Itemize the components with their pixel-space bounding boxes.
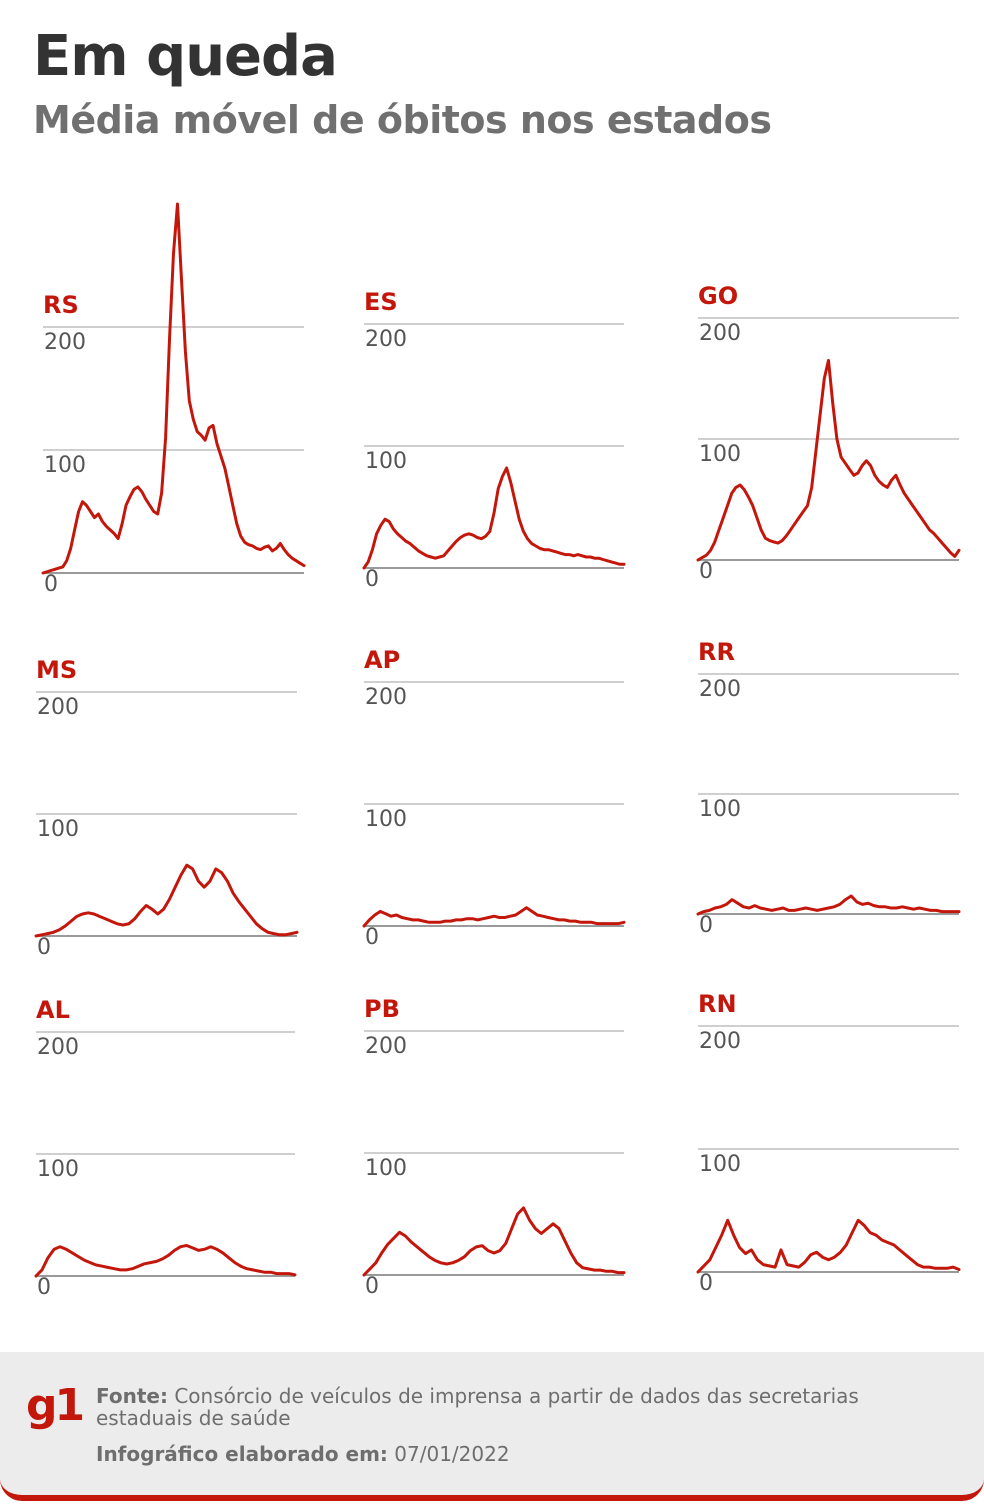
y-tick-label: 100: [365, 1156, 407, 1181]
chart-svg: PB 0 100 200: [362, 995, 626, 1299]
y-tick-label: 0: [37, 935, 51, 960]
date-label: Infográfico elaborado em:: [96, 1442, 388, 1466]
chart-svg: GO 0 100 200: [696, 282, 961, 584]
state-chart-al: AL 0 100 200: [32, 952, 299, 1310]
chart-svg: AL 0 100 200: [34, 996, 297, 1300]
y-tick-label: 200: [365, 1034, 407, 1059]
series-line: [696, 1218, 961, 1274]
state-label: RR: [698, 638, 735, 666]
y-tick-label: 100: [699, 442, 741, 467]
source-text: Consórcio de veículos de imprensa a part…: [96, 1384, 859, 1430]
chart-svg: RR 0 100 200: [696, 638, 961, 938]
state-chart-ms: MS 0 100 200: [32, 612, 301, 970]
y-tick-label: 100: [365, 807, 407, 832]
y-tick-label: 0: [365, 567, 379, 592]
series-line: [362, 1206, 626, 1277]
y-tick-label: 0: [699, 913, 713, 938]
y-tick-label: 100: [37, 1157, 79, 1182]
series-line: [34, 863, 299, 938]
series-line: [41, 202, 306, 575]
state-chart-rr: RR 0 100 200: [694, 594, 963, 948]
state-chart-es: ES 0 100 200: [360, 244, 628, 602]
source-label: Fonte:: [96, 1384, 168, 1408]
chart-svg: MS 0 100 200: [34, 656, 299, 960]
y-tick-label: 100: [37, 817, 79, 842]
series-line: [696, 358, 961, 562]
state-chart-pb: PB 0 100 200: [360, 951, 628, 1309]
state-label: PB: [364, 995, 400, 1023]
y-tick-label: 0: [365, 1274, 379, 1299]
footer-date: Infográfico elaborado em: 07/01/2022: [96, 1443, 956, 1465]
state-chart-rn: RN 0 100 200: [694, 946, 963, 1306]
footer-credits: Fonte: Consórcio de veículos de imprensa…: [96, 1385, 956, 1465]
y-tick-label: 100: [365, 449, 407, 474]
y-tick-label: 200: [365, 327, 407, 352]
chart-svg: RN 0 100 200: [696, 990, 961, 1296]
y-tick-label: 200: [699, 677, 741, 702]
chart-svg: AP 0 100 200: [362, 646, 626, 950]
y-tick-label: 200: [37, 1035, 79, 1060]
y-tick-label: 200: [365, 685, 407, 710]
y-tick-label: 200: [37, 695, 79, 720]
y-tick-label: 200: [699, 321, 741, 346]
state-chart-go: GO 0 100 200: [694, 238, 963, 594]
state-label: GO: [698, 282, 738, 310]
state-chart-ap: AP 0 100 200: [360, 602, 628, 960]
y-tick-label: 0: [365, 925, 379, 950]
series-line: [362, 906, 626, 928]
state-label: AP: [364, 646, 400, 674]
y-tick-label: 0: [44, 572, 58, 597]
footer: g1 Fonte: Consórcio de veículos de impre…: [0, 1352, 984, 1501]
footer-source: Fonte: Consórcio de veículos de imprensa…: [96, 1385, 956, 1429]
series-line: [34, 1244, 297, 1278]
y-tick-label: 0: [699, 1271, 713, 1296]
y-tick-label: 0: [37, 1275, 51, 1300]
series-line: [362, 466, 626, 570]
y-tick-label: 100: [699, 797, 741, 822]
y-tick-label: 0: [699, 559, 713, 584]
date-value: 07/01/2022: [394, 1442, 510, 1466]
y-tick-label: 200: [44, 330, 86, 355]
state-label: MS: [36, 656, 77, 684]
g1-logo: g1: [26, 1380, 85, 1431]
page-subtitle: Média móvel de óbitos nos estados: [33, 98, 772, 142]
state-label: RS: [43, 291, 79, 319]
state-label: AL: [36, 996, 70, 1024]
chart-svg: ES 0 100 200: [362, 288, 626, 592]
y-tick-label: 100: [44, 453, 86, 478]
page-title: Em queda: [33, 24, 338, 89]
state-label: RN: [698, 990, 737, 1018]
state-chart-rs: RS 0 100 200: [39, 202, 308, 607]
chart-svg: RS 0 100 200: [41, 202, 306, 597]
series-line: [696, 894, 961, 916]
state-label: ES: [364, 288, 398, 316]
y-tick-label: 100: [699, 1152, 741, 1177]
y-tick-label: 200: [699, 1029, 741, 1054]
